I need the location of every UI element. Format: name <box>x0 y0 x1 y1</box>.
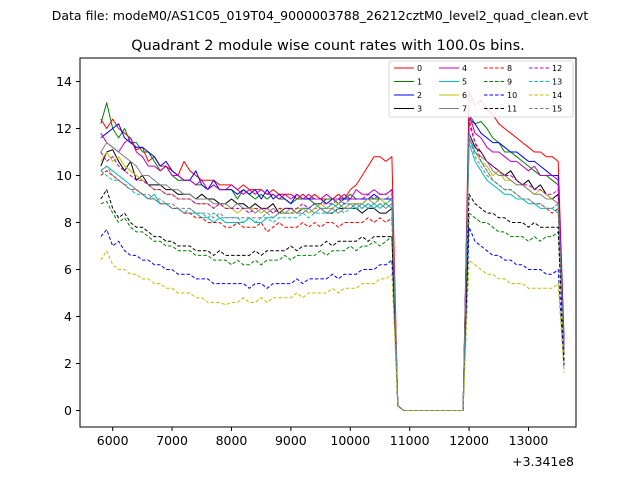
x-tick-label: 11000 <box>390 433 430 448</box>
legend-box <box>388 60 574 118</box>
y-tick-label: 2 <box>64 356 72 371</box>
x-tick-label: 8000 <box>216 433 248 448</box>
y-tick-label: 10 <box>56 168 72 183</box>
legend-label-0: 0 <box>417 64 422 73</box>
y-tick-label: 6 <box>64 262 72 277</box>
legend-label-4: 4 <box>462 64 467 73</box>
legend-label-6: 6 <box>462 91 467 100</box>
series-14-line <box>100 250 565 411</box>
series-9-line <box>100 200 565 411</box>
legend-label-2: 2 <box>417 91 422 100</box>
legend-label-15: 15 <box>552 105 562 114</box>
x-tick-label: 6000 <box>97 433 129 448</box>
legend-label-7: 7 <box>462 105 467 114</box>
series-10-line <box>100 226 565 411</box>
series-4-line <box>100 113 565 411</box>
x-offset-label: +3.341e8 <box>512 454 574 469</box>
legend-label-8: 8 <box>507 64 512 73</box>
legend-label-1: 1 <box>417 78 422 87</box>
x-tick-label: 7000 <box>156 433 188 448</box>
chart-title: Quadrant 2 module wise count rates with … <box>131 38 525 54</box>
series-12-line <box>100 123 565 411</box>
data-file-label: Data file: modeM0/AS1C05_019T04_90000037… <box>52 8 589 23</box>
legend-label-14: 14 <box>552 91 562 100</box>
y-tick-label: 0 <box>64 403 72 418</box>
y-tick-label: 4 <box>64 309 72 324</box>
legend-label-11: 11 <box>507 105 517 114</box>
legend-label-13: 13 <box>552 78 562 87</box>
legend-label-3: 3 <box>417 105 422 114</box>
y-tick-label: 14 <box>56 74 72 89</box>
series-8-line <box>100 118 565 411</box>
plot-frame <box>79 57 577 428</box>
x-tick-label: 13000 <box>509 433 549 448</box>
legend-label-9: 9 <box>507 78 512 87</box>
y-tick-label: 8 <box>64 215 72 230</box>
plot-area <box>80 58 576 427</box>
x-tick-label: 9000 <box>275 433 307 448</box>
legend-label-10: 10 <box>507 91 517 100</box>
series-11-line <box>100 189 565 411</box>
legend-label-5: 5 <box>462 78 467 87</box>
x-tick-label: 12000 <box>449 433 489 448</box>
series-15-line <box>100 137 565 411</box>
y-tick-label: 12 <box>56 121 72 136</box>
legend-label-12: 12 <box>552 64 562 73</box>
series-layer <box>100 90 565 411</box>
x-tick-label: 10000 <box>330 433 370 448</box>
axes-layer: 6000 7000 8000 9000 10000 11000 12000 13000 0 2 4 6… <box>56 74 548 448</box>
